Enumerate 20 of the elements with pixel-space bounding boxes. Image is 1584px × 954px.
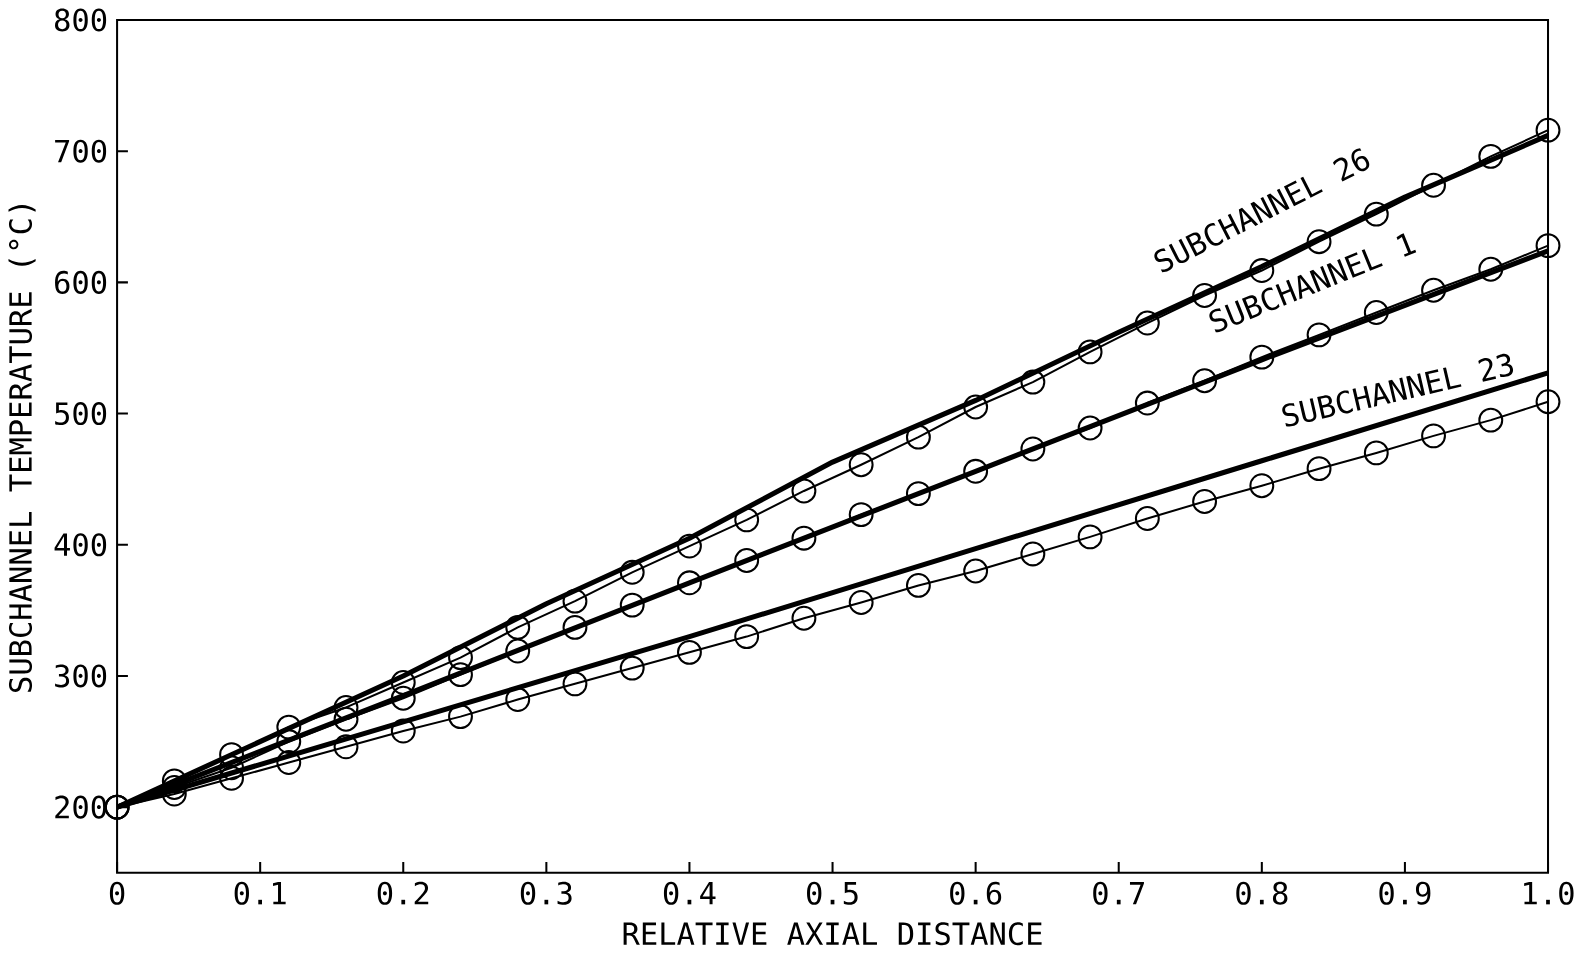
x-tick-label: 0 bbox=[109, 881, 125, 905]
x-tick-label: 0.8 bbox=[1236, 881, 1288, 905]
y-tick-label: 800 bbox=[55, 8, 107, 32]
x-tick-label: 0.2 bbox=[377, 881, 429, 905]
x-tick-label: 0.5 bbox=[807, 881, 858, 905]
y-tick-label: 600 bbox=[55, 270, 107, 295]
y-axis-title: SUBCHANNEL TEMPERATURE (°C) bbox=[8, 205, 36, 693]
y-tick-label: 200 bbox=[55, 795, 107, 819]
x-tick-label: 0.7 bbox=[1093, 881, 1144, 905]
x-tick-label: 0.1 bbox=[234, 881, 286, 905]
x-tick-label: 0.3 bbox=[520, 881, 572, 905]
y-tick-label: 400 bbox=[54, 533, 107, 557]
y-tick-label: 500 bbox=[55, 402, 107, 426]
x-tick-label: 0.4 bbox=[663, 881, 716, 905]
y-tick-label: 700 bbox=[55, 139, 107, 163]
x-tick-label: 0.6 bbox=[950, 881, 1002, 905]
x-tick-label: 1.0 bbox=[1524, 881, 1574, 905]
x-axis-title: RELATIVE AXIAL DISTANCE bbox=[623, 922, 1042, 946]
y-tick-label: 300 bbox=[55, 664, 107, 688]
x-tick-label: 0.9 bbox=[1379, 881, 1431, 905]
